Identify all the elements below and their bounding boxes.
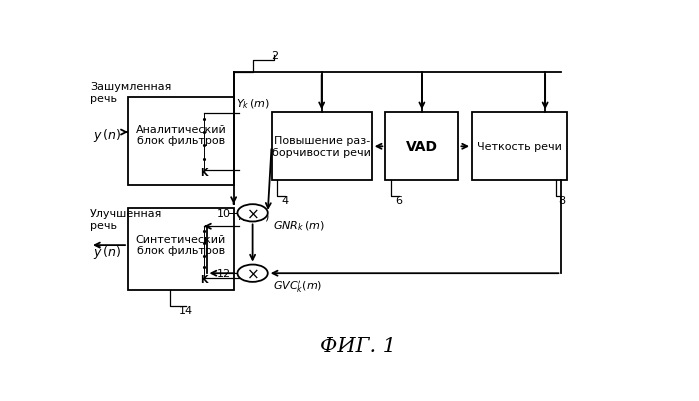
Text: VAD: VAD xyxy=(406,140,438,154)
FancyBboxPatch shape xyxy=(472,113,567,181)
Text: 6: 6 xyxy=(396,196,403,206)
Text: Аналитический
блок фильтров: Аналитический блок фильтров xyxy=(136,125,226,146)
Text: $\times$: $\times$ xyxy=(246,206,259,221)
Text: ФИГ. 1: ФИГ. 1 xyxy=(320,336,396,356)
Text: Повышение раз-
борчивости речи: Повышение раз- борчивости речи xyxy=(272,136,371,158)
Text: K: K xyxy=(200,274,208,284)
Text: $\tilde{y}\,(n)$: $\tilde{y}\,(n)$ xyxy=(93,244,121,261)
Text: $\tilde{Y}_k\,(m)$: $\tilde{Y}_k\,(m)$ xyxy=(236,207,271,224)
Text: Синтетический
блок фильтров: Синтетический блок фильтров xyxy=(136,234,226,256)
FancyBboxPatch shape xyxy=(271,113,372,181)
Text: $\times$: $\times$ xyxy=(246,266,259,281)
Text: Зашумленная
речь: Зашумленная речь xyxy=(90,82,171,103)
FancyBboxPatch shape xyxy=(128,209,233,290)
Text: $y\,(n)$: $y\,(n)$ xyxy=(93,127,121,144)
Text: K: K xyxy=(200,168,208,178)
Text: Улучшенная
речь: Улучшенная речь xyxy=(90,209,162,230)
Text: $GVC_k^{\prime}(m)$: $GVC_k^{\prime}(m)$ xyxy=(273,278,323,294)
FancyBboxPatch shape xyxy=(385,113,459,181)
Text: 8: 8 xyxy=(558,196,565,206)
Text: 14: 14 xyxy=(179,306,193,316)
Text: 4: 4 xyxy=(282,196,289,206)
Text: $GNR_k\,(m)$: $GNR_k\,(m)$ xyxy=(273,219,325,233)
Circle shape xyxy=(238,205,268,222)
Text: 2: 2 xyxy=(271,51,278,61)
Circle shape xyxy=(238,265,268,282)
Text: Четкость речи: Четкость речи xyxy=(477,142,562,152)
Text: $Y_k\,(m)$: $Y_k\,(m)$ xyxy=(236,97,271,110)
Text: 10: 10 xyxy=(217,209,231,218)
Text: 12: 12 xyxy=(217,269,231,279)
FancyBboxPatch shape xyxy=(128,97,233,186)
